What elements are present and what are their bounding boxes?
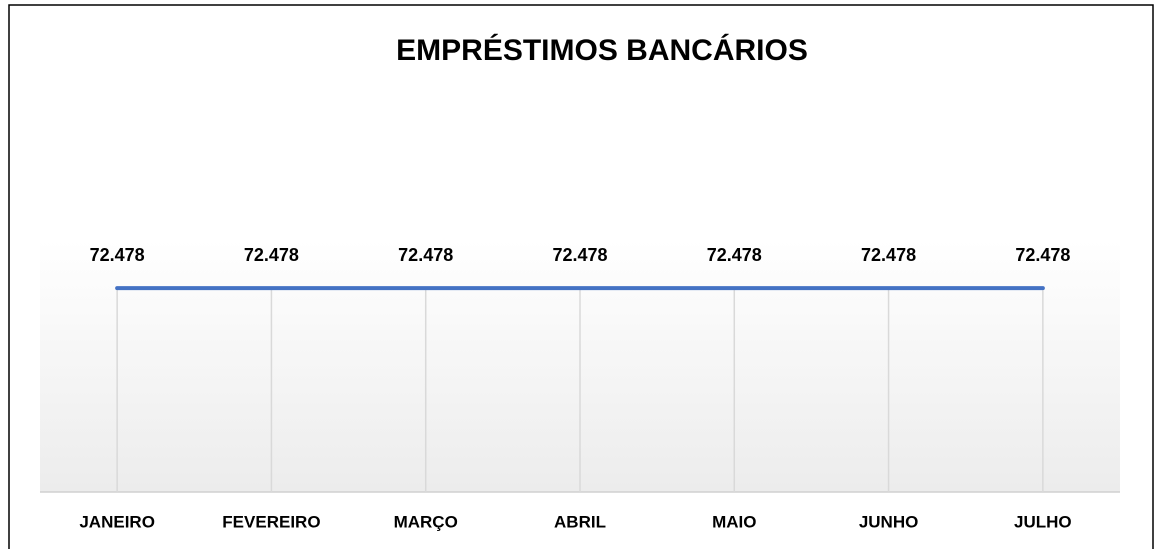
x-tick-label: JANEIRO — [79, 512, 155, 531]
data-label: 72.478 — [398, 245, 453, 265]
chart-title: EMPRÉSTIMOS BANCÁRIOS — [396, 33, 808, 67]
x-tick-label: FEVEREIRO — [222, 512, 320, 531]
data-label: 72.478 — [1015, 245, 1070, 265]
data-label: 72.478 — [244, 245, 299, 265]
x-tick-label: MARÇO — [394, 512, 458, 531]
x-tick-label: ABRIL — [554, 512, 606, 531]
x-tick-label: JULHO — [1014, 512, 1072, 531]
data-label: 72.478 — [707, 245, 762, 265]
data-label: 72.478 — [90, 245, 145, 265]
x-tick-label: MAIO — [712, 512, 756, 531]
data-label: 72.478 — [861, 245, 916, 265]
x-tick-label: JUNHO — [859, 512, 919, 531]
data-label: 72.478 — [552, 245, 607, 265]
